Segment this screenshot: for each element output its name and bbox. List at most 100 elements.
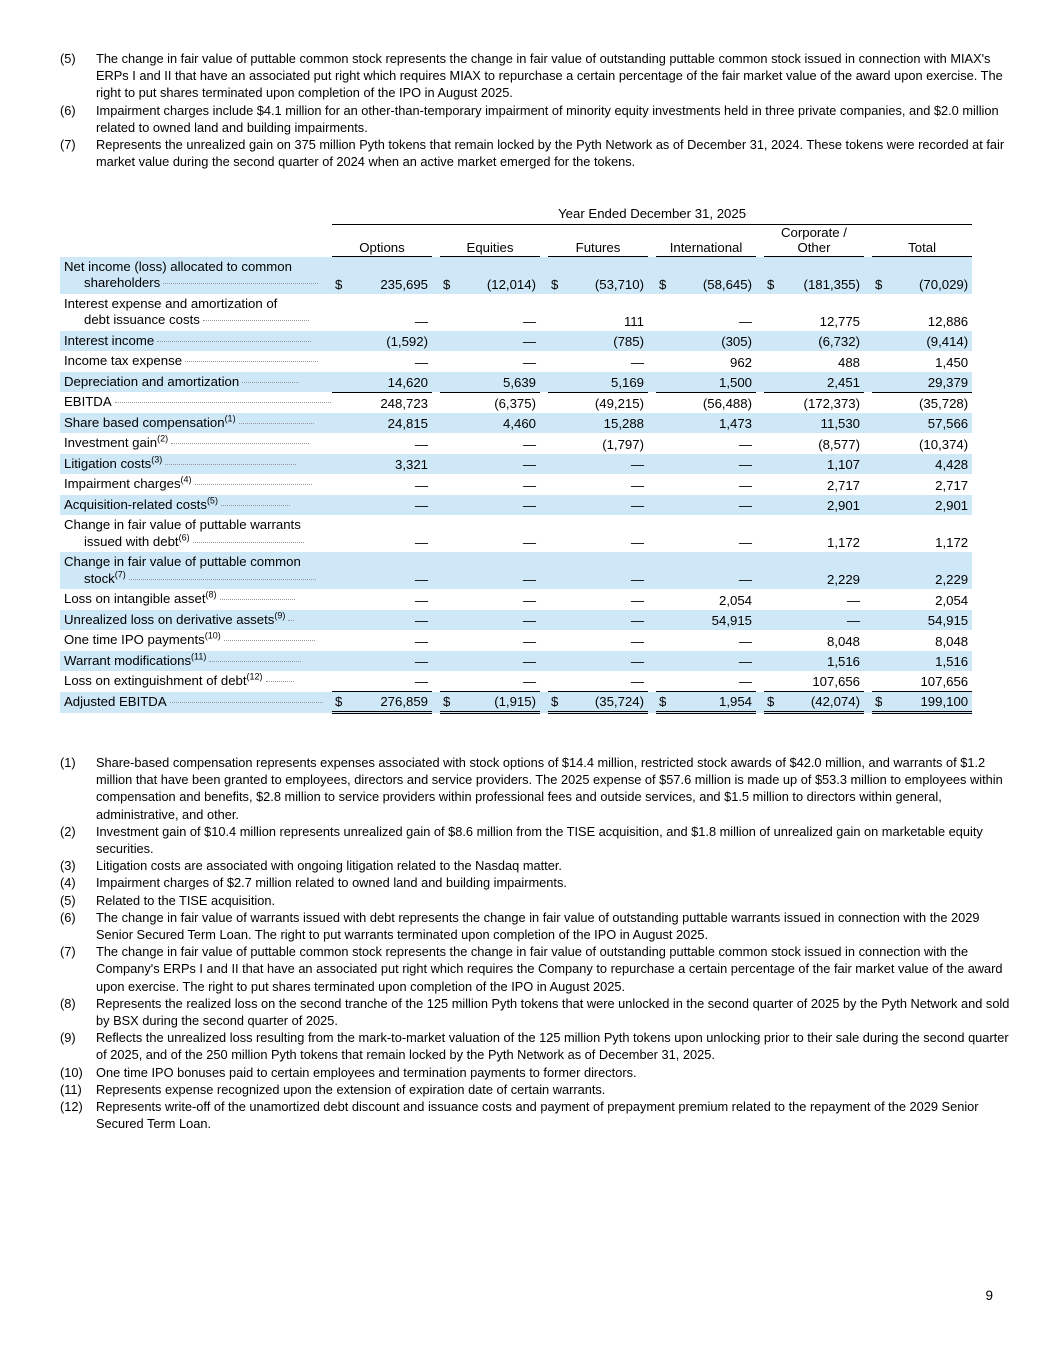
footnote-item: (4) Impairment charges of $2.7 million re… [60, 874, 1010, 891]
currency-symbol [332, 589, 354, 610]
currency-symbol [332, 351, 354, 372]
currency-symbol [548, 671, 570, 692]
currency-symbol [764, 650, 786, 671]
row-label: Warrant modifications(11) [60, 650, 332, 671]
footnote-item: (3) Litigation costs are associated with … [60, 857, 1010, 874]
currency-symbol [440, 351, 462, 372]
column-gap [432, 453, 440, 474]
col-top-options [332, 225, 432, 241]
currency-symbol [332, 650, 354, 671]
column-gap [540, 474, 548, 495]
footnote-marker: (5) [60, 892, 76, 908]
currency-symbol [872, 293, 894, 331]
currency-symbol [656, 392, 678, 413]
col-header-total: Total [872, 240, 973, 257]
footnote-text: Share-based compensation represents expe… [96, 755, 1003, 822]
column-gap [756, 433, 764, 454]
row-label: Litigation costs(3) [60, 453, 332, 474]
footnote-marker: (11) [60, 1081, 82, 1097]
row-label: Net income (loss) allocated to common sha… [60, 256, 332, 294]
row-label-line1: Interest income [64, 333, 332, 350]
table-cell-value: (35,728) [894, 392, 973, 413]
column-gap [756, 351, 764, 372]
table-cell-value: (56,488) [678, 392, 756, 413]
table-cell-value: — [678, 552, 756, 589]
column-gap [432, 691, 440, 713]
table-cell-value: — [786, 609, 864, 630]
row-label-line1: Interest expense and amortization of [64, 295, 278, 311]
row-label-line1: Loss on intangible asset(8) [64, 589, 332, 608]
currency-symbol [764, 609, 786, 630]
table-cell-value: — [678, 474, 756, 495]
column-gap [756, 330, 764, 351]
currency-symbol [764, 371, 786, 393]
table-cell-value: 248,723 [354, 392, 432, 413]
footnote-text: Represents expense recognized upon the e… [96, 1081, 606, 1097]
footnote-ref: (8) [205, 589, 217, 600]
table-cell-value: 8,048 [786, 630, 864, 651]
column-gap [864, 650, 872, 671]
currency-symbol [872, 433, 894, 454]
column-gap [648, 412, 656, 433]
table-cell-value: — [462, 494, 540, 515]
column-gap [756, 609, 764, 630]
column-gap [864, 293, 872, 331]
table-cell-value: 11,530 [786, 412, 864, 433]
row-label-line1: Litigation costs(3) [64, 455, 332, 473]
footnote-item: (7) Represents the unrealized gain on 375… [60, 136, 1010, 170]
currency-symbol [764, 330, 786, 351]
currency-symbol [872, 392, 894, 413]
table-cell-value: — [462, 589, 540, 610]
currency-symbol [440, 293, 462, 331]
footnote-item: (11) Represents expense recognized upon t… [60, 1081, 1010, 1098]
table-cell-value: 54,915 [678, 609, 756, 630]
table-cell-value: (10,374) [894, 433, 973, 454]
table-cell-value: 276,859 [354, 691, 432, 714]
currency-symbol [764, 494, 786, 515]
currency-symbol [764, 552, 786, 589]
table-cell-value: (6,732) [786, 330, 864, 351]
table-cell-value: 1,954 [678, 691, 756, 714]
footnote-ref: (11) [191, 651, 207, 662]
leader-dots [169, 702, 324, 703]
row-label-line1: Loss on extinguishment of debt(12) [64, 671, 332, 690]
column-gap [756, 650, 764, 671]
row-label: Impairment charges(4) [60, 474, 332, 495]
column-gap [540, 392, 548, 413]
table-cell-value: 1,500 [678, 371, 756, 393]
column-gap [540, 589, 548, 610]
table-cell-value: 1,172 [894, 515, 973, 552]
leader-dots [171, 443, 310, 444]
table-cell-value: — [354, 589, 432, 610]
currency-symbol [872, 474, 894, 495]
table-cell-value: (305) [678, 330, 756, 351]
footnote-item: (6) The change in fair value of warrants … [60, 909, 1010, 943]
currency-symbol [440, 433, 462, 454]
footnote-marker: (2) [60, 823, 76, 839]
currency-symbol [548, 552, 570, 589]
column-gap [432, 330, 440, 351]
column-gap [432, 494, 440, 515]
row-label: Depreciation and amortization [60, 371, 332, 392]
column-gap [864, 392, 872, 413]
column-gap [540, 630, 548, 651]
table-cell-value: — [462, 552, 540, 589]
footnote-text: Represents the realized loss on the seco… [96, 995, 1010, 1029]
col-top-international [656, 225, 756, 241]
row-label-line2: debt issuance costs [64, 312, 332, 329]
footnote-item: (2) Investment gain of $10.4 million repr… [60, 823, 1010, 857]
currency-symbol [872, 589, 894, 610]
row-label: Unrealized loss on derivative assets(9) [60, 609, 332, 630]
column-gap [864, 453, 872, 474]
leader-dots [192, 541, 304, 543]
row-label: EBITDA [60, 392, 332, 413]
table-cell-value: (12,014) [462, 256, 540, 294]
table-cell-value: — [570, 609, 648, 630]
currency-symbol [548, 433, 570, 454]
currency-symbol [440, 671, 462, 692]
table-cell-value: — [570, 589, 648, 610]
footnote-ref: (12) [246, 671, 263, 682]
currency-symbol [332, 453, 354, 474]
currency-symbol [656, 330, 678, 351]
currency-symbol [764, 412, 786, 433]
